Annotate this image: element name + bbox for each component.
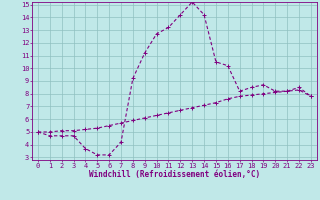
X-axis label: Windchill (Refroidissement éolien,°C): Windchill (Refroidissement éolien,°C)	[89, 170, 260, 179]
